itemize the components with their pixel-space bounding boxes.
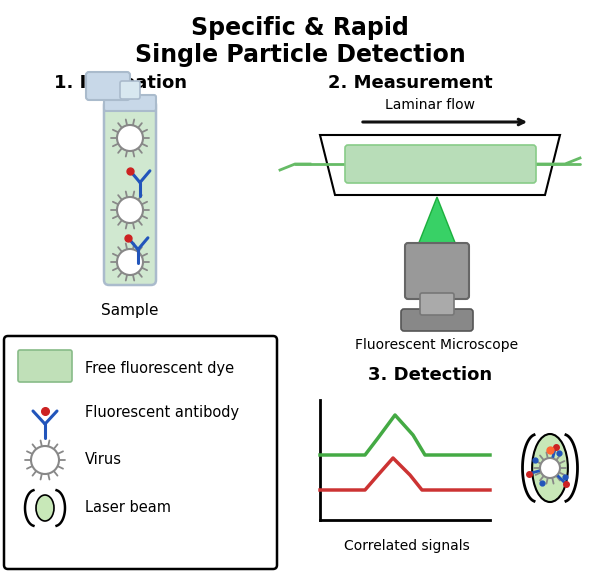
Text: 2. Measurement: 2. Measurement [328, 74, 493, 92]
Circle shape [117, 249, 143, 275]
Circle shape [540, 458, 560, 478]
Text: 3. Detection: 3. Detection [368, 366, 492, 384]
FancyBboxPatch shape [401, 309, 473, 331]
FancyBboxPatch shape [104, 100, 156, 285]
Text: Laser beam: Laser beam [85, 500, 171, 515]
FancyBboxPatch shape [345, 145, 536, 183]
Text: Sample: Sample [101, 303, 159, 317]
Text: Laminar flow: Laminar flow [385, 98, 475, 112]
FancyBboxPatch shape [4, 336, 277, 569]
Ellipse shape [532, 434, 568, 502]
Circle shape [117, 125, 143, 151]
FancyBboxPatch shape [18, 350, 72, 382]
Circle shape [31, 446, 59, 474]
Text: Free fluorescent dye: Free fluorescent dye [85, 360, 234, 375]
Text: Fluorescent Microscope: Fluorescent Microscope [355, 338, 518, 352]
Text: Correlated signals: Correlated signals [344, 539, 470, 553]
FancyBboxPatch shape [104, 95, 156, 111]
FancyBboxPatch shape [405, 243, 469, 299]
Text: Single Particle Detection: Single Particle Detection [134, 43, 466, 67]
Text: Specific & Rapid: Specific & Rapid [191, 16, 409, 40]
Polygon shape [418, 197, 456, 245]
FancyBboxPatch shape [86, 72, 130, 100]
Ellipse shape [36, 495, 54, 521]
FancyBboxPatch shape [420, 293, 454, 315]
FancyBboxPatch shape [120, 81, 140, 99]
Text: Fluorescent antibody: Fluorescent antibody [85, 404, 239, 419]
Polygon shape [320, 135, 560, 195]
Text: 1. Incubation: 1. Incubation [53, 74, 187, 92]
Text: Virus: Virus [85, 453, 122, 468]
Circle shape [117, 197, 143, 223]
